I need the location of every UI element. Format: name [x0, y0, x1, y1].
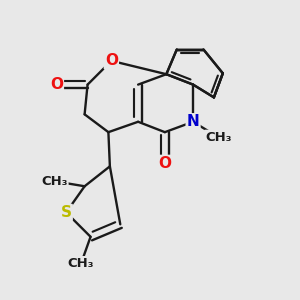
- Text: CH₃: CH₃: [205, 131, 232, 144]
- Text: CH₃: CH₃: [68, 257, 94, 270]
- Text: O: O: [158, 156, 171, 171]
- Text: O: O: [105, 53, 118, 68]
- Text: N: N: [187, 114, 200, 129]
- Text: O: O: [50, 77, 63, 92]
- Text: CH₃: CH₃: [41, 175, 68, 188]
- Text: S: S: [61, 205, 72, 220]
